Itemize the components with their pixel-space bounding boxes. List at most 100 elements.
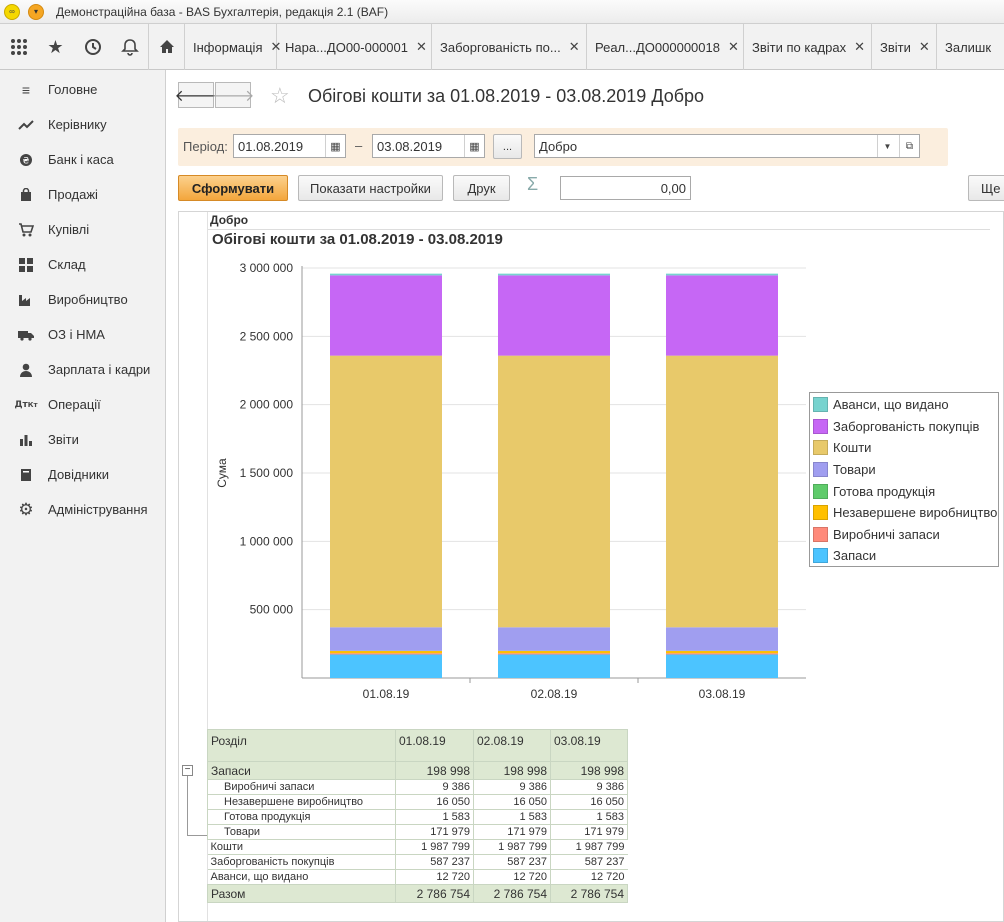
cell-value: 1 583 (395, 809, 474, 825)
cell-value: 12 720 (395, 869, 474, 885)
legend-label: Аванси, що видано (833, 397, 949, 413)
main-menu-icon[interactable]: ▾ (28, 3, 44, 20)
legend-swatch (813, 418, 828, 434)
legend-label: Товари (833, 462, 876, 478)
sidebar-item-bank[interactable]: ₴ Банк і каса (0, 142, 165, 177)
cell-value: 12 720 (473, 869, 551, 885)
legend-swatch (813, 505, 828, 521)
history-icon[interactable] (74, 24, 111, 70)
bag-icon (18, 187, 34, 203)
sidebar-item-operations[interactable]: Дт Кт Операції (14, 397, 101, 412)
tab-customer-debt[interactable]: Заборгованість по... ✕ (432, 24, 587, 70)
close-icon[interactable]: ✕ (568, 39, 580, 54)
date-to-field[interactable]: 03.08.2019 ▦ (372, 134, 485, 158)
cell-value: 2 786 754 (395, 884, 474, 903)
date-separator: – (355, 138, 363, 153)
open-icon[interactable]: ⧉ (899, 135, 919, 157)
print-button[interactable]: Друк (453, 175, 510, 201)
close-icon[interactable]: ✕ (727, 39, 739, 54)
organization-field[interactable]: Добро ▼ ⧉ (534, 134, 920, 158)
close-icon[interactable]: ✕ (270, 39, 282, 54)
window-title: Демонстраційна база - BAS Бухгалтерія, р… (56, 4, 389, 19)
legend-item: Кошти (810, 437, 998, 459)
tab-sales-doc[interactable]: Реал...ДО000000018 ✕ (587, 24, 744, 70)
legend-label: Виробничі запаси (833, 526, 940, 542)
legend-item: Запаси (810, 545, 998, 567)
apps-grid-icon[interactable] (0, 24, 37, 70)
cell-value: 1 987 799 (473, 839, 551, 855)
sidebar-item-reports[interactable]: Звіти (0, 422, 165, 457)
sidebar-item-main[interactable]: ≡ Головне (0, 72, 165, 107)
tab-information[interactable]: Інформація ✕ (185, 24, 281, 70)
bar-chart-icon (18, 432, 34, 448)
favorite-star-icon[interactable]: ☆ (270, 83, 290, 108)
sidebar-item-payroll[interactable]: Зарплата і кадри (0, 352, 165, 387)
calendar-icon[interactable]: ▦ (325, 135, 345, 157)
cell-value: 9 386 (473, 779, 551, 795)
sidebar-item-purchases[interactable]: Купівлі (0, 212, 165, 247)
notifications-bell-icon[interactable] (111, 24, 148, 70)
row-label: Готова продукція (207, 809, 396, 825)
more-button[interactable]: Ще (968, 175, 1004, 201)
sidebar-item-catalogs[interactable]: Довідники (0, 457, 165, 492)
row-label: Незавершене виробництво (207, 794, 396, 810)
legend-label: Незавершене виробництво (833, 505, 998, 521)
show-settings-button[interactable]: Показати настройки (298, 175, 443, 201)
period-select-button[interactable]: ... (493, 134, 522, 159)
back-button[interactable]: 🡐 (175, 82, 217, 108)
grid-icon (18, 257, 34, 273)
tab-hr-reports[interactable]: Звіти по кадрах ✕ (744, 24, 872, 70)
legend-item: Незавершене виробництво (810, 502, 998, 524)
legend-label: Запаси (833, 548, 877, 564)
cart-icon (18, 222, 34, 238)
sidebar-item-administration[interactable]: ⚙ Адміністрування (18, 499, 148, 519)
close-icon[interactable]: ✕ (416, 39, 427, 54)
forward-button[interactable]: 🡒 (212, 82, 254, 108)
cell-value: 171 979 (550, 824, 628, 840)
legend-swatch (813, 397, 828, 413)
table-row: Товари 171 979 171 979 171 979 (207, 824, 628, 840)
tab-payroll-doc[interactable]: Нара...ДО00-000001 ✕ (277, 24, 432, 70)
period-label: Період: (183, 139, 228, 154)
book-icon (18, 467, 34, 483)
collapse-toggle[interactable]: − (182, 765, 193, 776)
row-label: Запаси (207, 761, 396, 780)
home-icon[interactable] (148, 24, 185, 70)
calendar-icon[interactable]: ▦ (464, 135, 484, 157)
sidebar-item-management[interactable]: Керівнику (0, 107, 165, 142)
table-row: Запаси 198 998 198 998 198 998 (207, 761, 628, 780)
dropdown-icon[interactable]: ▼ (877, 135, 897, 157)
generate-button[interactable]: Сформувати (178, 175, 288, 201)
cell-value: 587 237 (395, 854, 474, 870)
report-gutter (179, 212, 208, 921)
column-header: Розділ (207, 729, 396, 762)
table-row: Готова продукція 1 583 1 583 1 583 (207, 809, 628, 825)
legend-item: Виробничі запаси (810, 524, 998, 546)
column-header: 01.08.19 (395, 729, 474, 762)
table-row: Кошти 1 987 799 1 987 799 1 987 799 (207, 839, 628, 855)
sidebar-item-fixed-assets[interactable]: ОЗ і НМА (0, 317, 165, 352)
legend-label: Готова продукція (833, 483, 936, 499)
favorites-star-icon[interactable]: ★ (47, 36, 64, 57)
close-icon[interactable]: ✕ (854, 39, 866, 54)
tab-reports[interactable]: Звіти ✕ (872, 24, 937, 70)
period-panel: Період: 01.08.2019 ▦ – 03.08.2019 ▦ ... До… (178, 128, 948, 166)
tab-balances[interactable]: Залишк (945, 39, 992, 55)
sidebar-item-production[interactable]: Виробництво (0, 282, 165, 317)
menu-icon: ≡ (21, 81, 31, 98)
title-bar: ∞ ▾ Демонстраційна база - BAS Бухгалтері… (0, 0, 1004, 24)
close-icon[interactable]: ✕ (918, 39, 930, 54)
legend-label: Заборгованість покупців (833, 418, 980, 434)
gear-icon: ⚙ (18, 499, 34, 519)
row-label: Товари (207, 824, 396, 840)
report-table: Розділ 01.08.19 02.08.19 03.08.19 Запаси 198 … (207, 729, 628, 903)
cell-value: 198 998 (395, 761, 474, 780)
sidebar-item-sales[interactable]: Продажі (0, 177, 165, 212)
date-from-field[interactable]: 01.08.2019 ▦ (233, 134, 346, 158)
cell-value: 2 786 754 (550, 884, 628, 903)
table-row: Незавершене виробництво 16 050 16 050 16 05… (207, 794, 628, 810)
cell-value: 171 979 (473, 824, 551, 840)
sum-icon: Σ (527, 174, 539, 194)
sidebar-item-warehouse[interactable]: Склад (0, 247, 165, 282)
table-row: Заборгованість покупців 587 237 587 237 587… (207, 854, 628, 870)
